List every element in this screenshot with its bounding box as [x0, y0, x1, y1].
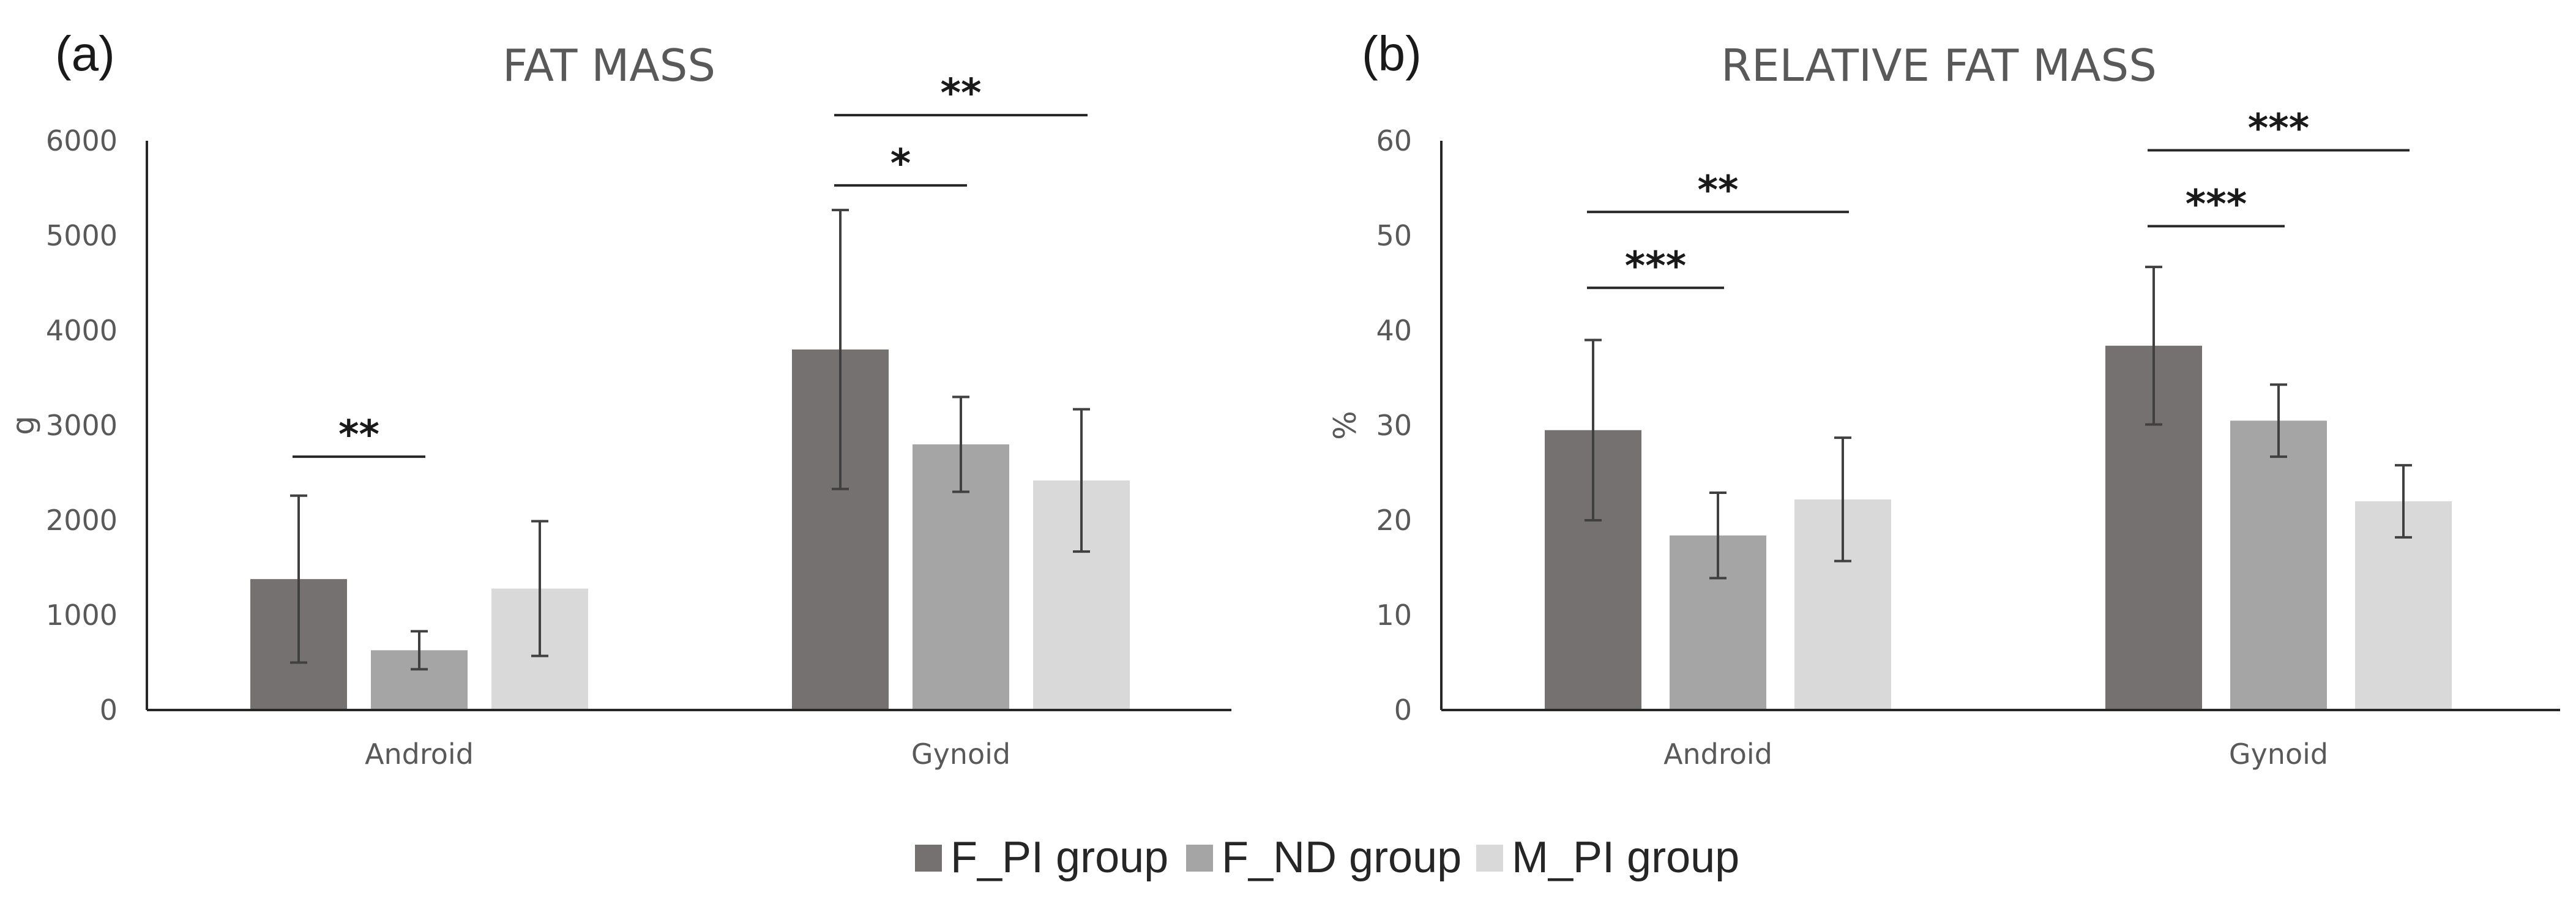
y-tick-label: 1000	[46, 599, 118, 632]
y-tick-label: 6000	[46, 124, 118, 157]
y-tick-label: 3000	[46, 409, 118, 442]
legend: F_PI group F_ND group M_PI group	[915, 833, 1739, 882]
significance-label: ***	[2186, 182, 2247, 228]
error-bars	[290, 209, 1090, 671]
y-tick-label: 10	[1376, 599, 1412, 632]
y-tick-label: 5000	[46, 219, 118, 252]
chart-panel-fat-mass: (a) FAT MASS g 0 1000 2000 3000 4000 5000 6000…	[6, 26, 1231, 771]
y-tick-labels: 0 10 20 30 40 50 60	[1376, 124, 1412, 727]
y-tick-label: 2000	[46, 504, 118, 537]
category-label-gynoid: Gynoid	[911, 738, 1010, 771]
significance-label: ***	[1625, 244, 1686, 289]
legend-label-f-nd: F_ND group	[1222, 833, 1462, 882]
y-tick-label: 50	[1376, 219, 1412, 252]
bar-f-nd-groupgynoid	[2230, 420, 2327, 710]
y-axis-label: g	[6, 416, 41, 435]
panel-label: (a)	[55, 26, 115, 81]
legend-swatch-f-pi	[915, 845, 942, 872]
significance-label: **	[941, 71, 982, 116]
error-bars	[1585, 266, 2412, 580]
bar-marks	[250, 349, 1130, 710]
legend-label-m-pi: M_PI group	[1512, 833, 1739, 882]
significance-label: ***	[2248, 107, 2309, 152]
y-tick-label: 20	[1376, 504, 1412, 537]
legend-label-f-pi: F_PI group	[950, 833, 1168, 882]
category-label-gynoid: Gynoid	[2229, 738, 2328, 771]
y-tick-labels: 0 1000 2000 3000 4000 5000 6000	[46, 124, 118, 727]
significance-markers: ***** ******	[1587, 107, 2410, 290]
significance-markers: *****	[293, 71, 1088, 458]
y-tick-label: 30	[1376, 409, 1412, 442]
y-tick-label: 40	[1376, 314, 1412, 347]
chart-title: FAT MASS	[502, 40, 715, 91]
chart-title: RELATIVE FAT MASS	[1721, 40, 2157, 91]
bar-marks	[1545, 345, 2452, 710]
significance-label: *	[890, 141, 911, 187]
legend-swatch-f-nd	[1186, 845, 1213, 872]
y-axis-label: %	[1327, 411, 1363, 440]
panel-label: (b)	[1362, 26, 1422, 81]
significance-label: **	[338, 413, 379, 458]
significance-label: **	[1698, 168, 1739, 213]
legend-swatch-m-pi	[1476, 845, 1503, 872]
chart-panel-relative-fat-mass: (b) RELATIVE FAT MASS % 0 10 20 30 40 50 60 **…	[1327, 26, 2560, 771]
y-tick-label: 60	[1376, 124, 1412, 157]
y-tick-label: 0	[1394, 693, 1412, 727]
y-tick-label: 4000	[46, 314, 118, 347]
category-label-android: Android	[365, 738, 474, 771]
y-tick-label: 0	[100, 693, 118, 727]
category-label-android: Android	[1663, 738, 1772, 771]
